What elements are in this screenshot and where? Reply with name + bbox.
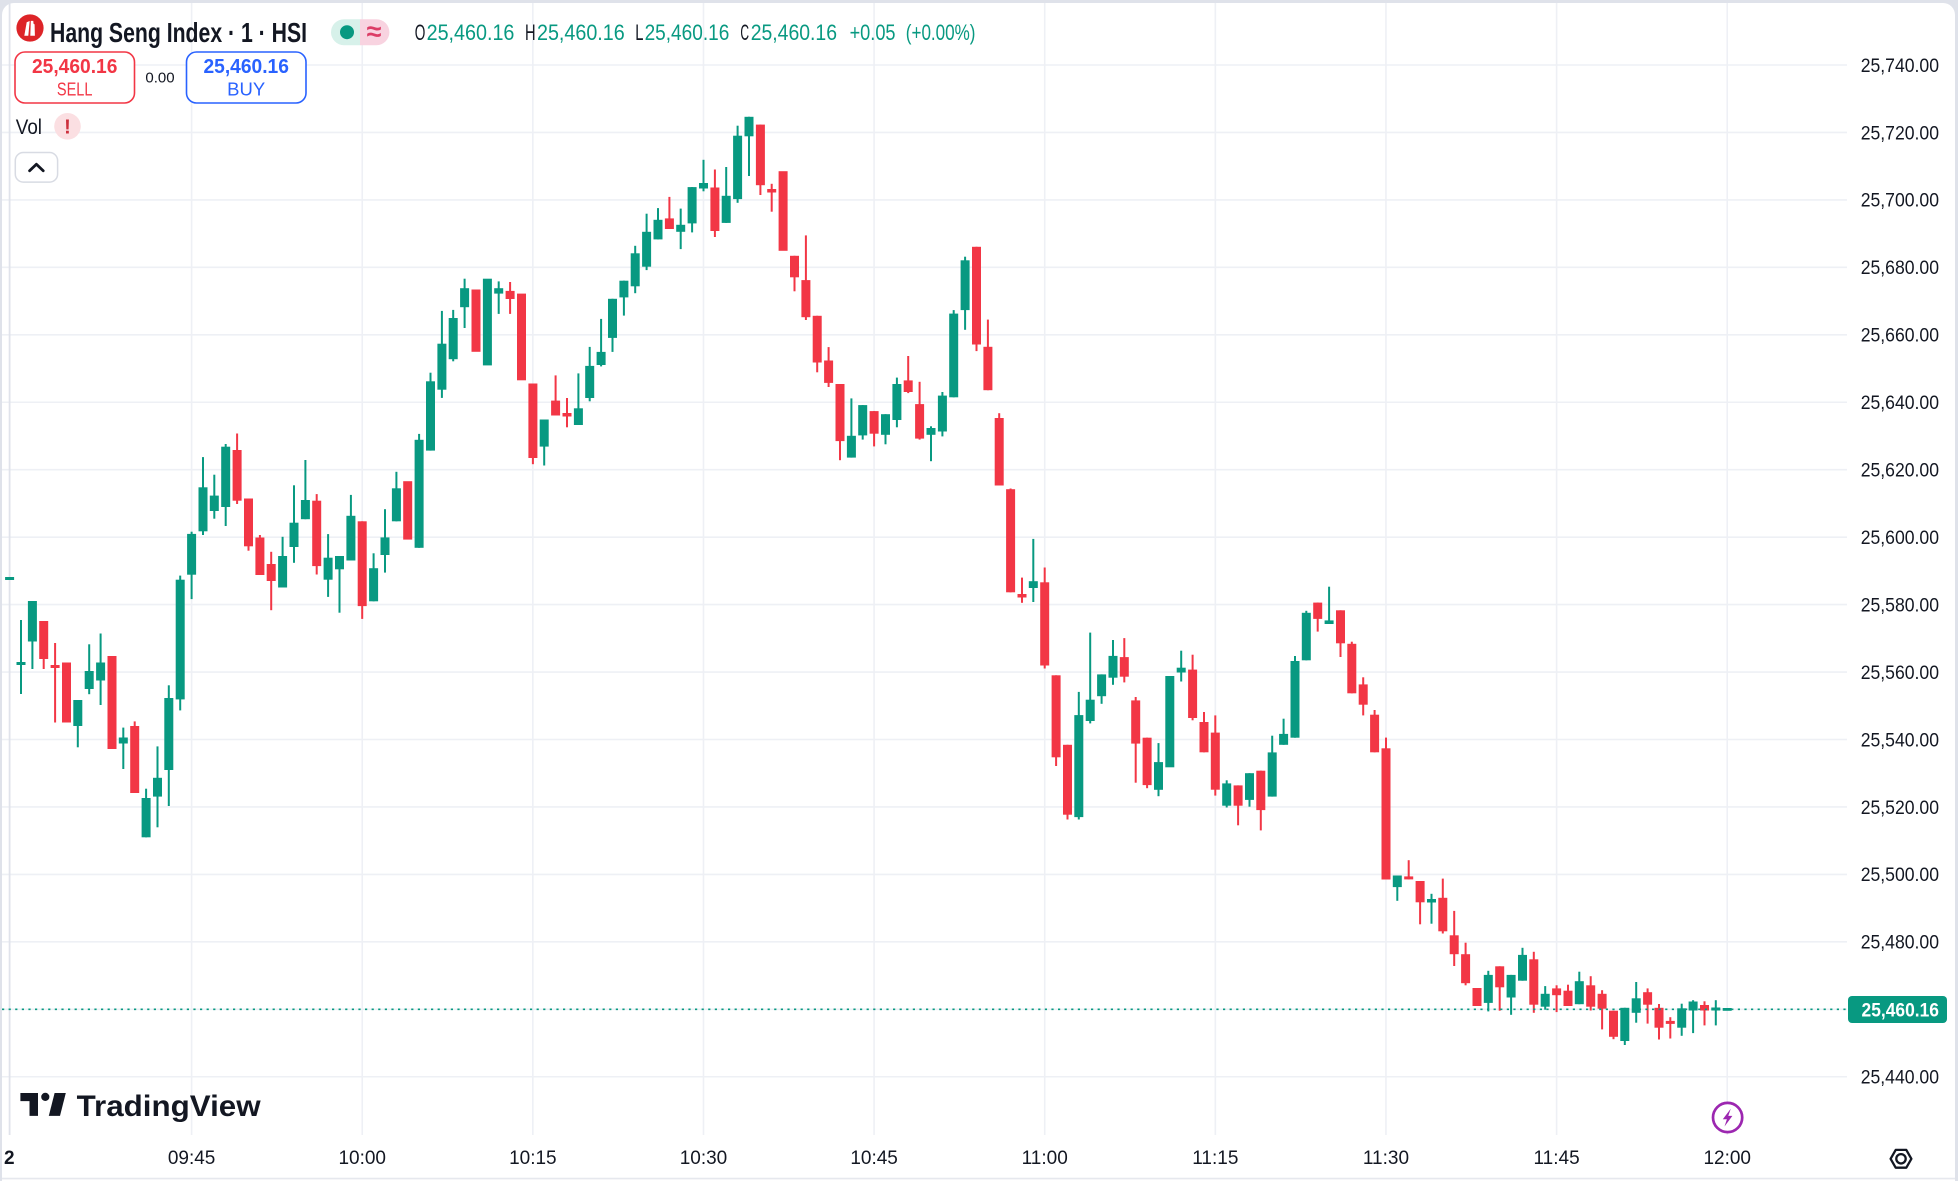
svg-text:C: C xyxy=(740,20,749,45)
svg-text:25,460.16: 25,460.16 xyxy=(751,20,837,45)
svg-text:O: O xyxy=(415,20,426,45)
svg-text:25,720.00: 25,720.00 xyxy=(1861,123,1939,144)
svg-text:10:30: 10:30 xyxy=(680,1148,728,1169)
svg-text:L: L xyxy=(635,20,643,45)
svg-text:25,600.00: 25,600.00 xyxy=(1861,528,1939,549)
svg-text:H: H xyxy=(525,20,536,45)
svg-text:11:15: 11:15 xyxy=(1192,1148,1238,1169)
svg-text:!: ! xyxy=(64,117,71,139)
svg-text:09:45: 09:45 xyxy=(168,1148,216,1169)
svg-text:10:45: 10:45 xyxy=(850,1148,898,1169)
svg-text:25,500.00: 25,500.00 xyxy=(1861,865,1939,886)
svg-text:25,480.00: 25,480.00 xyxy=(1861,933,1939,954)
svg-text:25,520.00: 25,520.00 xyxy=(1861,798,1939,819)
svg-text:25,620.00: 25,620.00 xyxy=(1861,461,1939,482)
svg-text:25,540.00: 25,540.00 xyxy=(1861,730,1939,751)
svg-text:25,740.00: 25,740.00 xyxy=(1861,56,1939,77)
svg-text:TradingView: TradingView xyxy=(77,1090,262,1123)
svg-text:25,700.00: 25,700.00 xyxy=(1861,191,1939,212)
svg-text:11:30: 11:30 xyxy=(1363,1148,1409,1169)
svg-text:10:00: 10:00 xyxy=(338,1148,386,1169)
svg-text:BUY: BUY xyxy=(227,80,265,100)
svg-text:25,640.00: 25,640.00 xyxy=(1861,393,1939,414)
svg-text:25,460.16: 25,460.16 xyxy=(427,20,515,45)
svg-text:12:00: 12:00 xyxy=(1703,1148,1751,1169)
svg-text:≈: ≈ xyxy=(367,17,382,47)
svg-text:0.00: 0.00 xyxy=(145,70,174,87)
svg-text:25,460.16: 25,460.16 xyxy=(645,20,730,45)
svg-text:Vol: Vol xyxy=(16,116,42,139)
svg-text:+0.05: +0.05 xyxy=(850,20,896,45)
svg-text:25,460.16: 25,460.16 xyxy=(203,56,289,78)
svg-text:(+0.00%): (+0.00%) xyxy=(906,20,976,45)
svg-text:11:00: 11:00 xyxy=(1022,1148,1068,1169)
svg-text:Hang Seng Index · 1 · HSI: Hang Seng Index · 1 · HSI xyxy=(50,17,307,48)
svg-text:25,460.16: 25,460.16 xyxy=(32,56,118,78)
svg-text:25,460.16: 25,460.16 xyxy=(537,20,625,45)
svg-text:25,680.00: 25,680.00 xyxy=(1861,258,1939,279)
svg-text:11:45: 11:45 xyxy=(1534,1148,1580,1169)
svg-text:SELL: SELL xyxy=(57,80,93,100)
svg-text:25,560.00: 25,560.00 xyxy=(1861,663,1939,684)
svg-text:25,460.16: 25,460.16 xyxy=(1862,1000,1940,1021)
svg-text:2: 2 xyxy=(4,1148,15,1169)
svg-text:10:15: 10:15 xyxy=(509,1148,557,1169)
svg-text:25,660.00: 25,660.00 xyxy=(1861,326,1939,347)
svg-text:25,440.00: 25,440.00 xyxy=(1861,1068,1939,1089)
svg-text:25,580.00: 25,580.00 xyxy=(1861,595,1939,616)
